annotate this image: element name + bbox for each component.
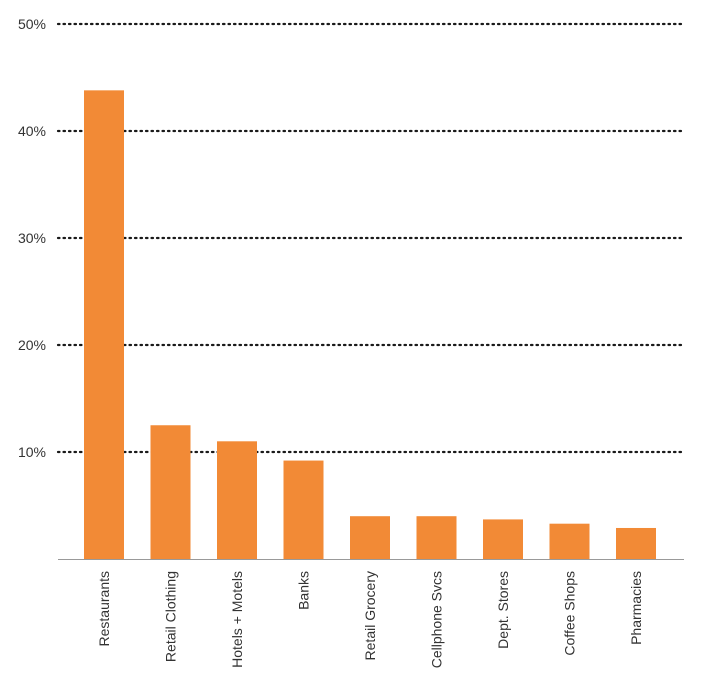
bar bbox=[84, 90, 124, 559]
x-category-label: Coffee Shops bbox=[562, 571, 578, 656]
x-category-label: Cellphone Svcs bbox=[429, 571, 445, 668]
bars bbox=[84, 90, 656, 559]
x-category-label: Retail Grocery bbox=[362, 571, 378, 660]
x-category-label: Restaurants bbox=[96, 571, 112, 646]
y-tick-label: 20% bbox=[18, 337, 46, 353]
bar bbox=[217, 441, 257, 559]
x-category-label: Dept. Stores bbox=[495, 571, 511, 649]
x-category-label: Retail Clothing bbox=[163, 571, 179, 662]
bar bbox=[150, 425, 191, 559]
y-tick-label: 30% bbox=[18, 230, 46, 246]
x-category-label: Pharmacies bbox=[628, 571, 644, 645]
x-category-label: Banks bbox=[296, 571, 312, 610]
bar bbox=[283, 460, 324, 559]
x-category-label: Hotels + Motels bbox=[229, 571, 245, 668]
y-tick-label: 50% bbox=[18, 16, 46, 32]
y-tick-label: 10% bbox=[18, 444, 46, 460]
bar bbox=[549, 523, 590, 559]
y-tick-label: 40% bbox=[18, 123, 46, 139]
y-axis-tick-labels: 50% 40% 30% 20% 10% bbox=[18, 16, 46, 460]
bar bbox=[350, 516, 390, 559]
bar bbox=[616, 527, 656, 559]
gridlines bbox=[56, 22, 686, 454]
x-axis-category-labels: Restaurants Retail Clothing Hotels + Motel… bbox=[96, 571, 644, 668]
bar bbox=[483, 519, 523, 559]
bar bbox=[416, 516, 457, 559]
